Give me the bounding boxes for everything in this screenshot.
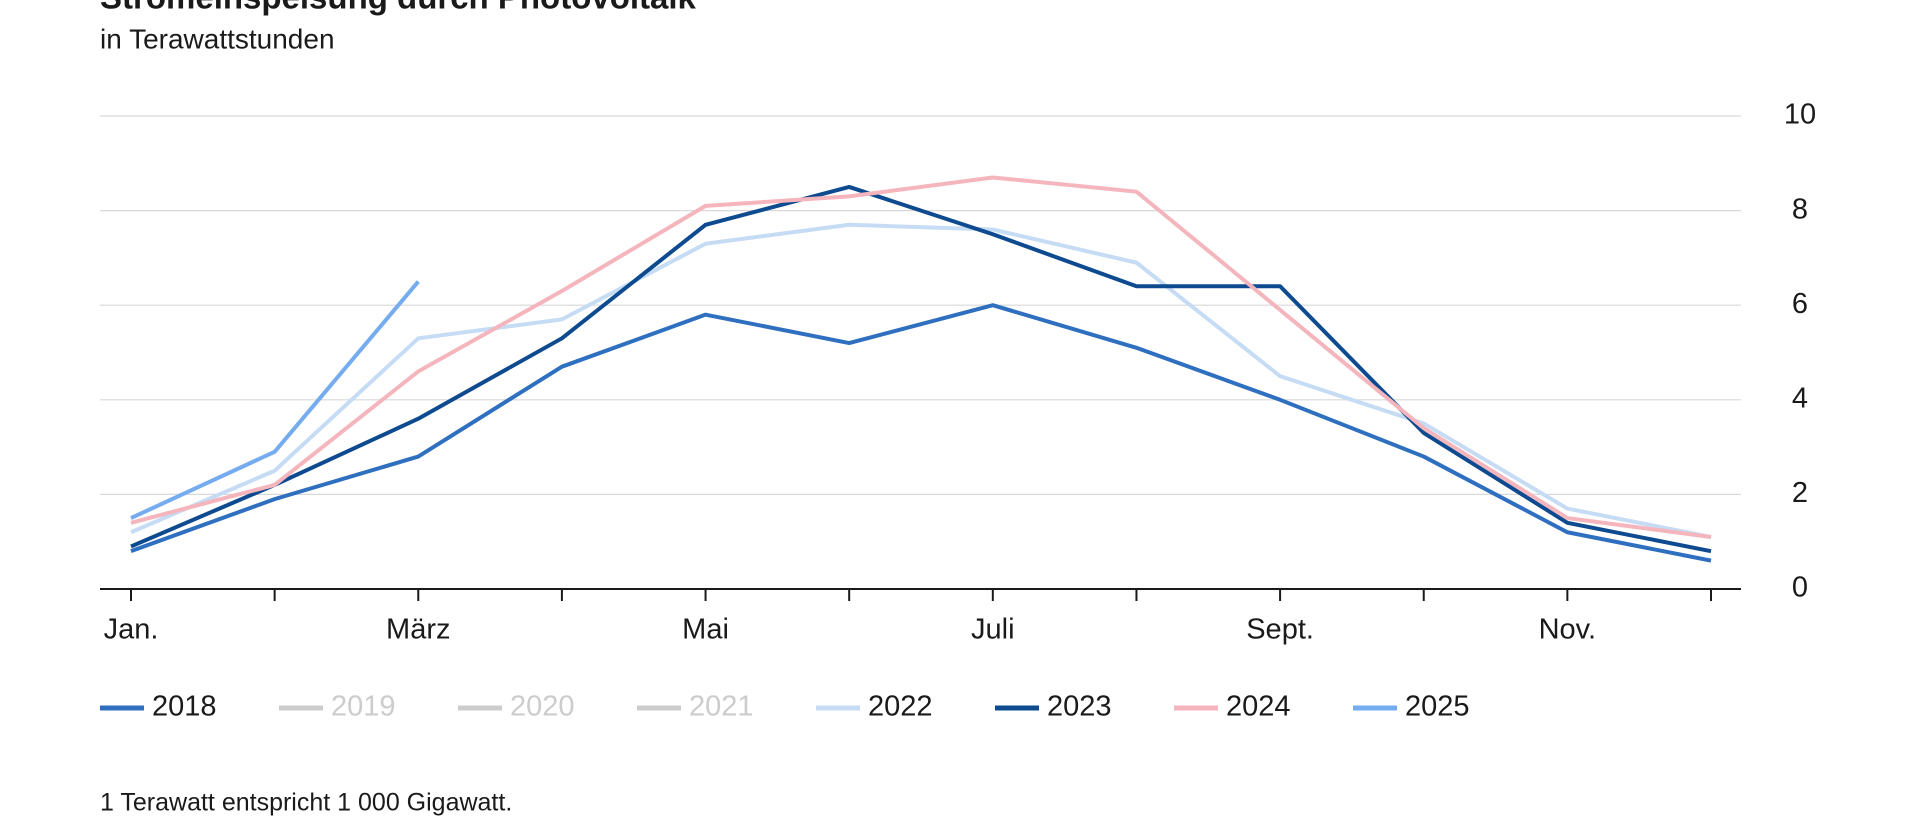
- footnote: 1 Terawatt entspricht 1 000 Gigawatt.: [100, 789, 512, 817]
- y-tick-label: 4: [1792, 382, 1808, 414]
- series-line: [130, 222, 1712, 539]
- legend-label[interactable]: 2018: [152, 691, 217, 723]
- series-line: [130, 303, 1712, 563]
- x-tick-label: Mai: [682, 614, 729, 646]
- legend-label[interactable]: 2024: [1226, 691, 1291, 723]
- legend-label[interactable]: 2022: [868, 691, 933, 723]
- series-line: [130, 184, 1712, 554]
- chart-subtitle: in Terawattstunden: [100, 23, 335, 54]
- series-line: [130, 280, 420, 520]
- chart-title: Stromeinspeisung durch Photovoltaik: [100, 0, 697, 16]
- x-tick-label: Juli: [971, 614, 1015, 646]
- y-tick-label: 2: [1792, 477, 1808, 509]
- legend-label[interactable]: 2019: [331, 691, 396, 723]
- legend-label[interactable]: 2021: [689, 691, 754, 723]
- y-tick-label: 10: [1784, 99, 1816, 131]
- legend-label[interactable]: 2025: [1405, 691, 1470, 723]
- y-tick-label: 6: [1792, 288, 1808, 320]
- x-tick-label: Sept.: [1246, 614, 1314, 646]
- x-tick-label: März: [386, 614, 450, 646]
- y-tick-label: 0: [1792, 572, 1808, 604]
- legend-label[interactable]: 2020: [510, 691, 575, 723]
- x-tick-label: Jan.: [104, 614, 159, 646]
- legend-label[interactable]: 2023: [1047, 691, 1112, 723]
- series-line: [130, 175, 1712, 539]
- y-tick-label: 8: [1792, 193, 1808, 225]
- x-tick-label: Nov.: [1539, 614, 1596, 646]
